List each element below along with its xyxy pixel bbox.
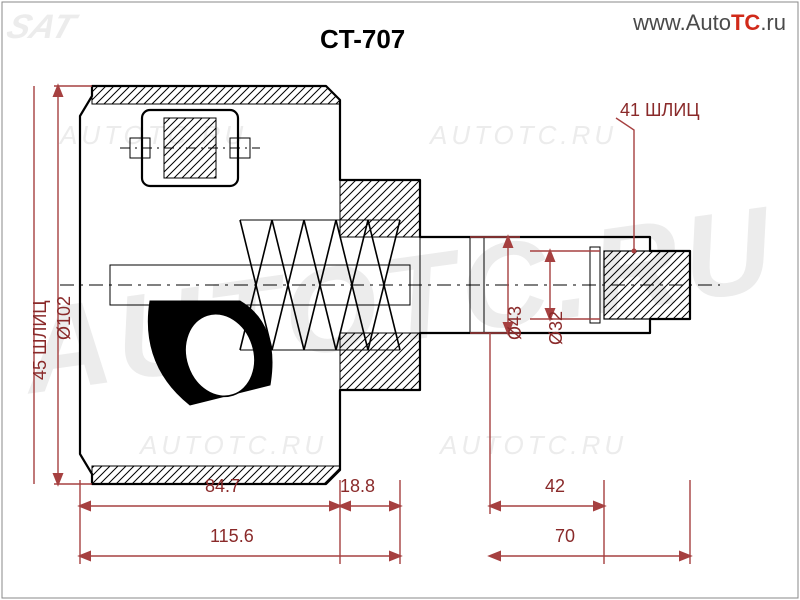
- dim-splines-right: 41 ШЛИЦ: [620, 100, 700, 121]
- dim-d43: Ø43: [505, 306, 526, 340]
- dim-total-left: 115.6: [210, 526, 254, 547]
- diagram-canvas: AUTOTC.RU AUTOTC.RU AUTOTC.RU AUTOTC.RU …: [0, 0, 800, 600]
- dim-seg1: 84.7: [205, 476, 240, 497]
- dim-splines-left: 45 ШЛИЦ: [30, 300, 51, 380]
- dim-d102: Ø102: [54, 296, 75, 340]
- dim-seg2: 18.8: [340, 476, 375, 497]
- dim-d32: Ø32: [546, 311, 567, 345]
- dim-seg3: 42: [545, 476, 565, 497]
- technical-drawing: [0, 0, 800, 600]
- dim-total-right: 70: [555, 526, 575, 547]
